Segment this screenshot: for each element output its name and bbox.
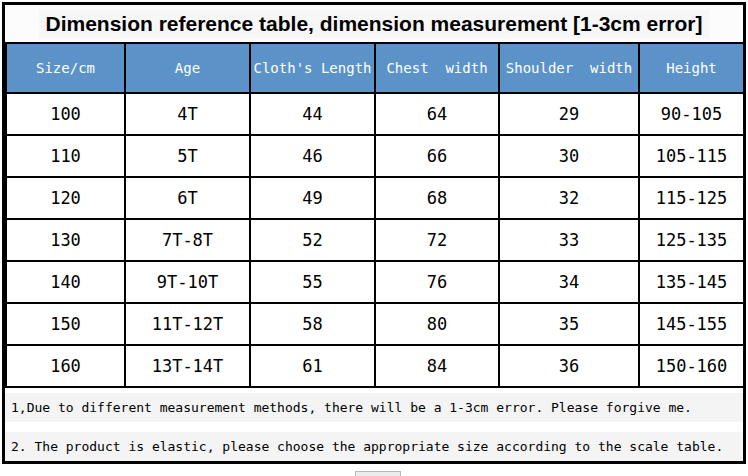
size-table: Size/cm Age Cloth's Length Chest width S… <box>5 42 745 388</box>
table-row: 140 9T-10T 55 76 34 135-145 <box>6 261 744 303</box>
footnotes: 1,Due to different measurement methods, … <box>5 388 743 461</box>
header-row: Size/cm Age Cloth's Length Chest width S… <box>6 43 744 93</box>
column-header-chest-width: Chest width <box>375 43 499 93</box>
table-cell: 33 <box>499 219 639 261</box>
table-cell: 32 <box>499 177 639 219</box>
table-cell: 140 <box>6 261 125 303</box>
table-row: 100 4T 44 64 29 90-105 <box>6 93 744 135</box>
table-cell: 90-105 <box>639 93 744 135</box>
table-cell: 145-155 <box>639 303 744 345</box>
table-cell: 49 <box>250 177 375 219</box>
table-cell: 125-135 <box>639 219 744 261</box>
table-row: 160 13T-14T 61 84 36 150-160 <box>6 345 744 387</box>
table-cell: 160 <box>6 345 125 387</box>
column-header-cloth-length: Cloth's Length <box>250 43 375 93</box>
table-cell: 84 <box>375 345 499 387</box>
note-line-1: 1,Due to different measurement methods, … <box>5 393 743 422</box>
table-cell: 61 <box>250 345 375 387</box>
table-cell: 5T <box>125 135 250 177</box>
table-cell: 72 <box>375 219 499 261</box>
table-cell: 36 <box>499 345 639 387</box>
column-header-age: Age <box>125 43 250 93</box>
table-cell: 34 <box>499 261 639 303</box>
page-title: Dimension reference table, dimension mea… <box>39 10 708 38</box>
note-line-2: 2. The product is elastic, please choose… <box>5 432 743 461</box>
table-cell: 6T <box>125 177 250 219</box>
table-cell: 120 <box>6 177 125 219</box>
table-cell: 11T-12T <box>125 303 250 345</box>
table-cell: 30 <box>499 135 639 177</box>
table-cell: 150-160 <box>639 345 744 387</box>
column-header-shoulder-width: Shoulder width <box>499 43 639 93</box>
table-cell: 110 <box>6 135 125 177</box>
table-cell: 135-145 <box>639 261 744 303</box>
size-chart-sheet: Dimension reference table, dimension mea… <box>2 2 746 464</box>
table-cell: 100 <box>6 93 125 135</box>
table-cell: 35 <box>499 303 639 345</box>
table-row: 150 11T-12T 58 80 35 145-155 <box>6 303 744 345</box>
table-cell: 105-115 <box>639 135 744 177</box>
table-row: 110 5T 46 66 30 105-115 <box>6 135 744 177</box>
table-cell: 115-125 <box>639 177 744 219</box>
table-cell: 29 <box>499 93 639 135</box>
table-cell: 130 <box>6 219 125 261</box>
table-cell: 58 <box>250 303 375 345</box>
table-cell: 52 <box>250 219 375 261</box>
column-header-height: Height <box>639 43 744 93</box>
column-header-size: Size/cm <box>6 43 125 93</box>
title-bar: Dimension reference table, dimension mea… <box>5 5 743 42</box>
table-cell: 9T-10T <box>125 261 250 303</box>
table-cell: 13T-14T <box>125 345 250 387</box>
table-cell: 4T <box>125 93 250 135</box>
size-chart-image: Dimension reference table, dimension mea… <box>0 0 748 476</box>
cropped-element-artifact <box>355 471 401 476</box>
table-cell: 76 <box>375 261 499 303</box>
table-row: 130 7T-8T 52 72 33 125-135 <box>6 219 744 261</box>
table-cell: 44 <box>250 93 375 135</box>
table-row: 120 6T 49 68 32 115-125 <box>6 177 744 219</box>
table-cell: 55 <box>250 261 375 303</box>
table-cell: 68 <box>375 177 499 219</box>
table-cell: 150 <box>6 303 125 345</box>
table-cell: 46 <box>250 135 375 177</box>
table-cell: 80 <box>375 303 499 345</box>
table-cell: 7T-8T <box>125 219 250 261</box>
table-cell: 66 <box>375 135 499 177</box>
table-cell: 64 <box>375 93 499 135</box>
